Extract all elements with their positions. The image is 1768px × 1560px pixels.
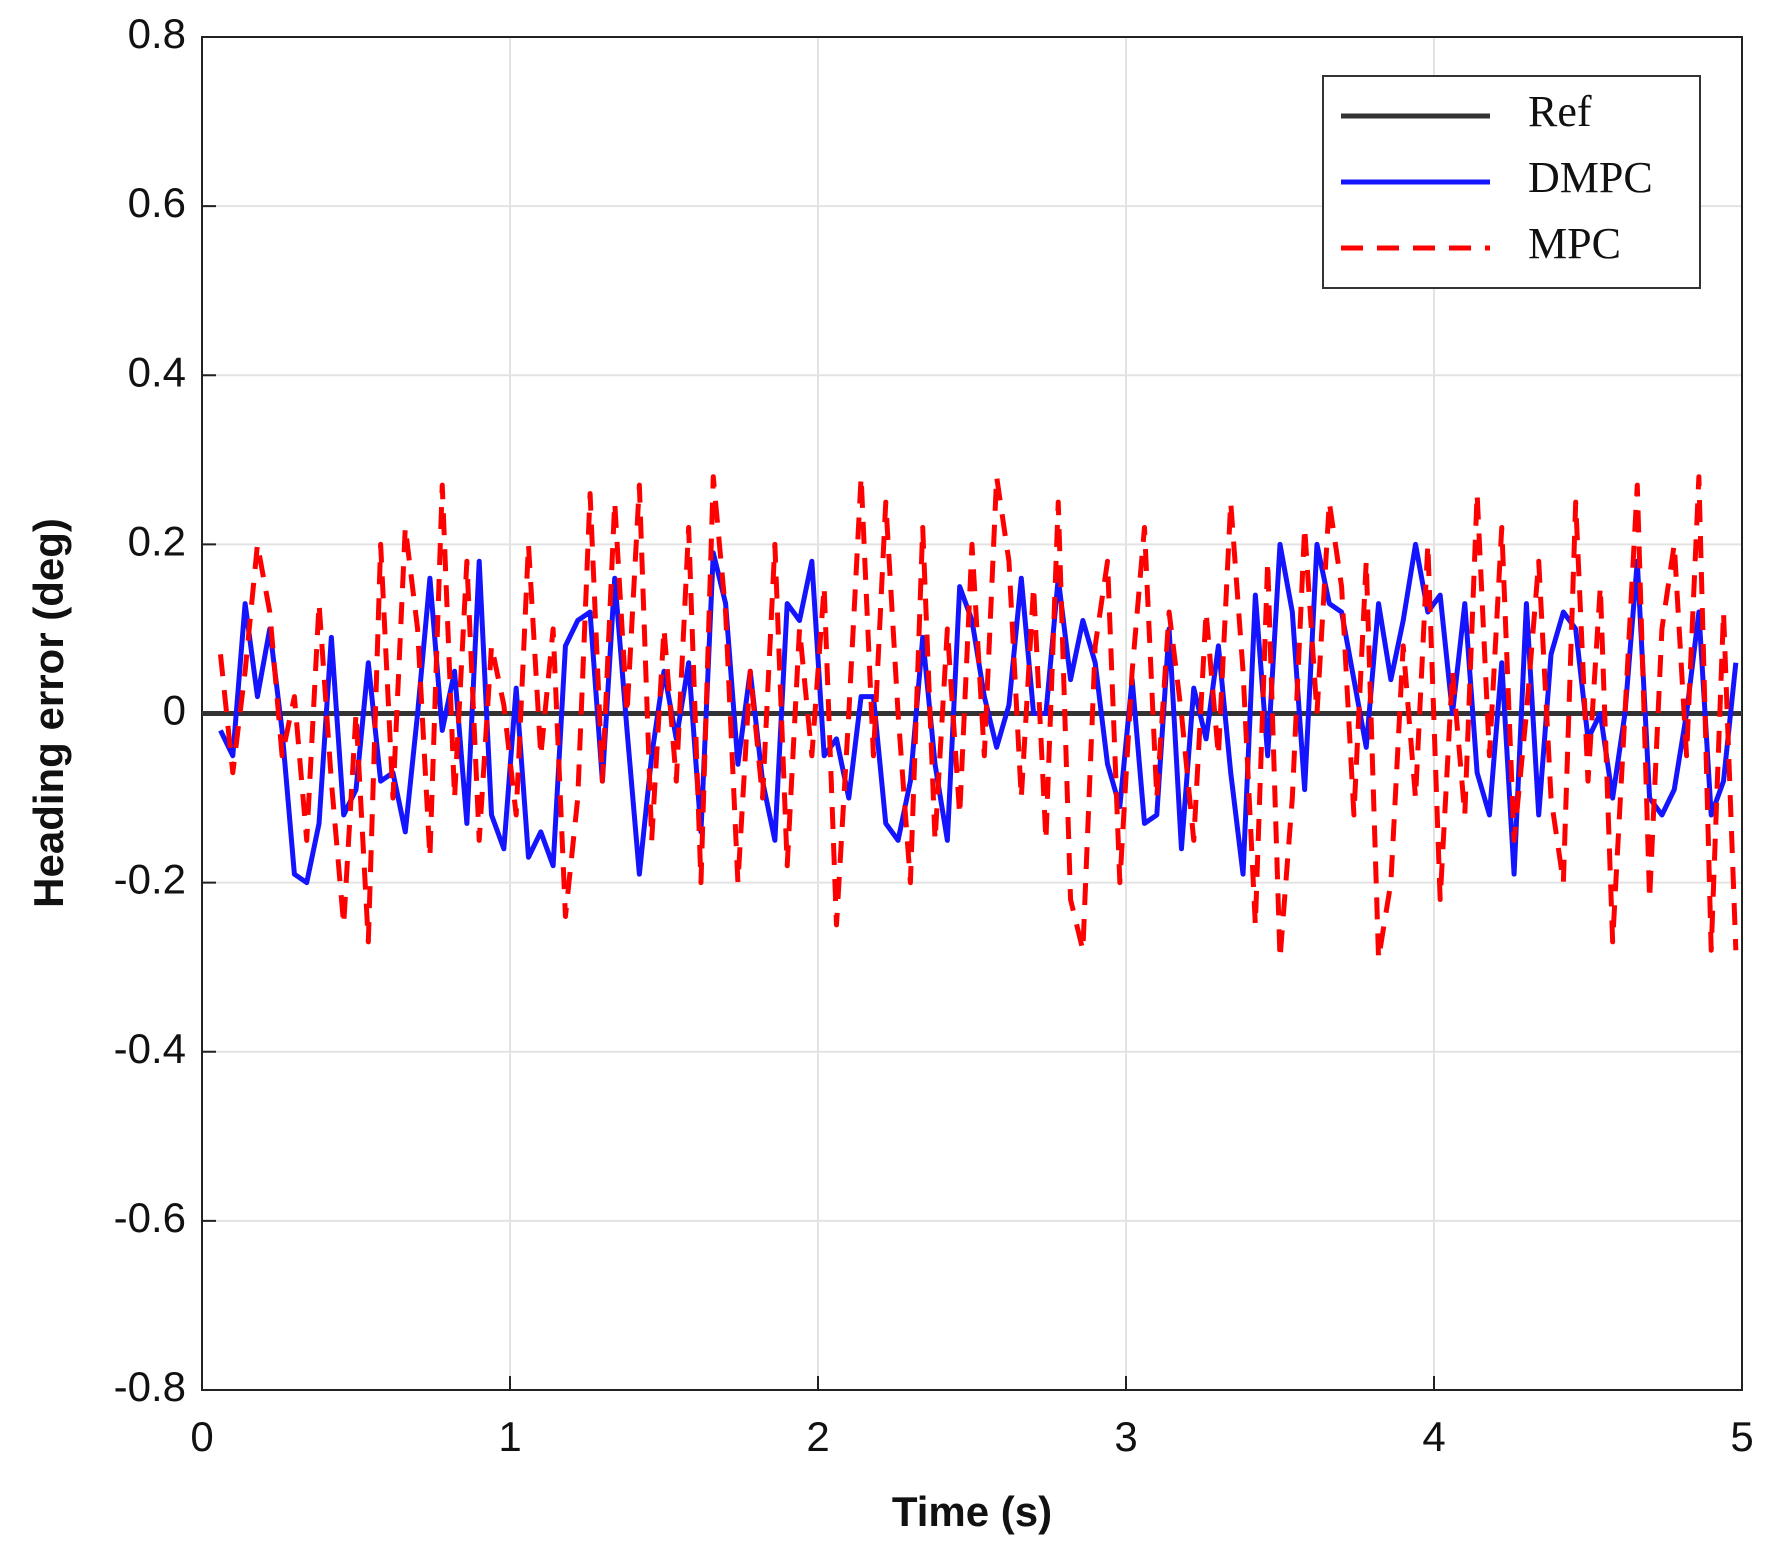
legend-label: MPC (1528, 219, 1621, 268)
y-tick-label: 0.4 (128, 348, 186, 395)
legend-label: DMPC (1528, 153, 1653, 202)
y-tick-label: 0.8 (128, 10, 186, 57)
y-tick-label: -0.2 (114, 856, 186, 903)
x-tick-label: 5 (1730, 1413, 1753, 1460)
x-tick-label: 0 (190, 1413, 213, 1460)
x-tick-label: 3 (1114, 1413, 1137, 1460)
y-tick-label: -0.8 (114, 1363, 186, 1410)
y-tick-label: -0.4 (114, 1025, 186, 1072)
x-tick-label: 2 (806, 1413, 829, 1460)
y-tick-label: 0 (163, 687, 186, 734)
x-axis-label: Time (s) (892, 1488, 1052, 1535)
y-tick-label: 0.6 (128, 179, 186, 226)
y-axis-label: Heading error (deg) (25, 518, 72, 908)
x-tick-label: 4 (1422, 1413, 1445, 1460)
series-line (217, 474, 1739, 962)
y-tick-label: -0.6 (114, 1194, 186, 1241)
y-tick-label: 0.2 (128, 517, 186, 564)
x-tick-label: 1 (498, 1413, 521, 1460)
legend-label: Ref (1528, 87, 1592, 136)
